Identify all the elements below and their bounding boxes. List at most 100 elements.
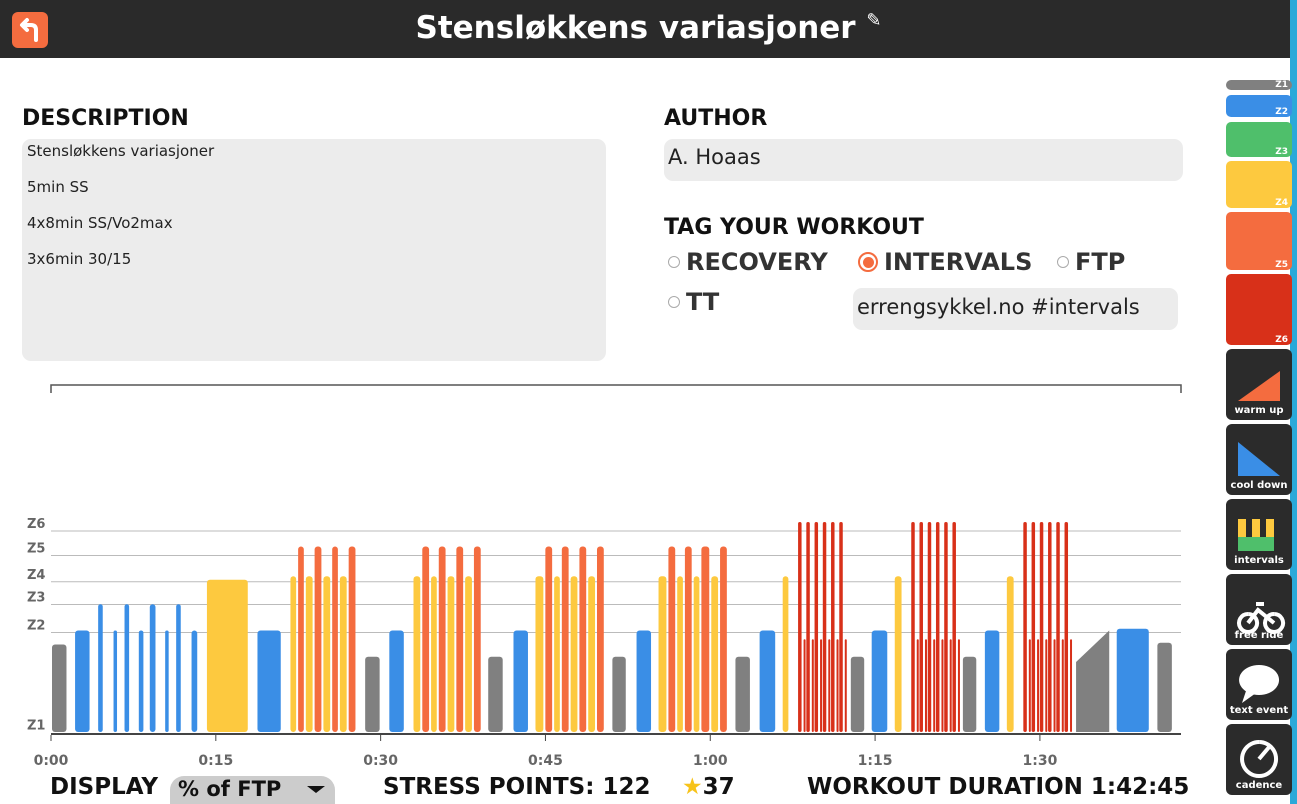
workout-block [138,630,144,732]
dropdown-arrow [307,786,325,793]
x-tick-label: 0:30 [363,753,398,769]
tool-label: free ride [1235,630,1284,641]
tag-option[interactable]: FTP [1057,248,1125,276]
description-line: 3x6min 30/15 [27,250,132,268]
workout-block [820,639,823,732]
display-label: DISPLAY [50,774,158,800]
tool-icon [1238,371,1280,401]
x-tick-label: 1:15 [858,753,893,769]
zone-button-label: Z3 [1275,147,1288,157]
workout-block [831,522,835,732]
workout-block [658,576,667,732]
workout-block [191,630,198,732]
tag-option[interactable]: RECOVERY [668,248,828,276]
stress-value: 122 [602,774,651,800]
workout-block [447,576,455,732]
workout-block [165,630,169,732]
workout-block [365,656,380,732]
workout-block [814,522,819,732]
workout-block [839,522,843,732]
workout-block [1006,576,1014,732]
edit-icon[interactable]: ✎ [866,10,882,31]
display-dropdown[interactable]: % of FTP [170,776,335,804]
zone-button-label: Z4 [1275,198,1288,208]
zone-button[interactable] [1226,212,1292,270]
zone-tick-label: Z6 [27,517,45,532]
zone-button[interactable] [1226,95,1292,117]
workout-block [836,639,839,732]
zone-button[interactable] [1226,80,1292,90]
tool-label: cadence [1236,780,1283,791]
workout-block [1023,522,1027,732]
radio-button [668,296,680,308]
tool-icon [1239,665,1280,703]
workout-block [298,546,304,732]
radio-button [1057,256,1069,268]
workout-block [596,546,604,732]
workout-block [1048,522,1052,732]
workout-block [561,546,569,732]
tag-option[interactable]: TT [668,288,719,316]
workout-block [75,630,90,732]
workout-block [894,576,902,732]
workout-block [348,546,356,732]
tool-label: text event [1230,705,1288,716]
ramp-block [1076,630,1110,732]
description-box[interactable]: Stensløkkens variasjoner 5min SS 4x8min SS… [22,139,606,361]
workout-block [588,576,595,732]
rating-value: 37 [702,774,735,800]
workout-block [828,639,831,732]
zone-tick-label: Z3 [27,591,45,606]
workout-block [952,522,956,732]
workout-block [465,576,472,732]
zone-button[interactable] [1226,274,1292,345]
workout-block [798,522,802,732]
graph-frame [50,384,1182,393]
workout-block [957,639,960,732]
workout-block [1061,639,1064,732]
workout-block [941,639,944,732]
zone-button-label: Z1 [1275,80,1288,90]
workout-block [206,579,248,732]
workout-title: Stensløkkens variasjoner ✎ [0,10,1297,46]
workout-block [949,639,952,732]
workout-block [1053,639,1056,732]
radio-button [858,252,878,272]
x-tick-label: 0:15 [198,753,233,769]
workout-block [668,546,676,732]
description-line: Stensløkkens variasjoner [27,142,215,160]
tag-input[interactable]: errengsykkel.no #intervals [853,288,1178,330]
author-input[interactable]: A. Hoaas [664,139,1183,181]
author-label: AUTHOR [664,106,768,131]
tool-button[interactable] [1226,724,1292,795]
zone-button[interactable] [1226,161,1292,208]
workout-block [612,656,626,732]
workout-block [677,576,683,732]
back-button[interactable] [12,12,48,48]
workout-block [176,604,181,732]
tag-option[interactable]: INTERVALS [858,248,1032,276]
stress-label: STRESS POINTS: [383,774,595,800]
star-icon: ★ [682,774,703,800]
tool-button[interactable] [1226,349,1292,420]
workout-block [124,604,130,732]
tool-label: intervals [1234,555,1284,566]
dropdown-value: % of FTP [178,777,282,801]
workout-block [339,576,347,732]
workout-block [759,630,776,732]
radio-button [668,256,680,268]
zone-tick-label: Z2 [27,619,45,634]
duration-value: 1:42:45 [1090,774,1190,800]
workout-block [919,522,923,732]
description-label: DESCRIPTION [22,106,189,131]
workout-block [1031,522,1036,732]
zone-button-label: Z2 [1275,107,1288,117]
zone-tick-label: Z1 [27,718,45,733]
workout-block [473,546,481,732]
workout-block [1056,522,1060,732]
zone-button-label: Z6 [1275,335,1288,345]
workout-block [693,576,700,732]
workout-block [535,576,544,732]
zone-button[interactable] [1226,122,1292,157]
